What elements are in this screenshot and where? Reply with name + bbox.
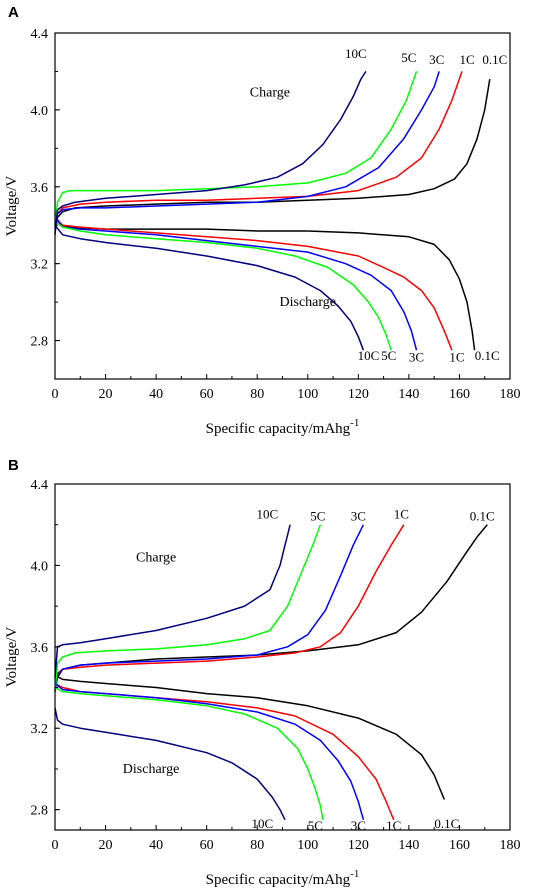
y-tick-label: 4.4 [31, 27, 49, 42]
discharge-label: Discharge [123, 762, 180, 777]
series-line-10C-discharge [54, 707, 286, 821]
x-tick-label: 40 [149, 838, 163, 853]
panel-label: A [8, 4, 19, 21]
x-tick-label: 0 [52, 838, 59, 853]
rate-label: 1C [459, 52, 474, 67]
series-line-10C-charge [54, 70, 367, 235]
rate-label: 10C [358, 348, 380, 363]
rate-label: 1C [394, 507, 409, 522]
rate-label: 0.1C [470, 509, 495, 524]
rate-label: 10C [251, 816, 273, 831]
charge-label: Charge [250, 85, 290, 100]
series-line-1C-charge [54, 71, 463, 226]
series-line-5C-discharge [54, 220, 392, 351]
x-tick-label: 20 [99, 838, 113, 853]
x-tick-label: 160 [449, 838, 470, 853]
y-tick-label: 4.0 [31, 104, 49, 119]
y-axis-title: Voltage/V [4, 176, 20, 237]
chart-panel-b: B 0 20 40 60 80 100 120 140 160 180 2.8 3.2 3.6 4.0 4.4… [4, 457, 521, 888]
rate-label: 3C [429, 52, 444, 67]
series-line-10C-charge [54, 524, 291, 678]
x-tick-label: 60 [200, 838, 214, 853]
x-tick-label: 0 [52, 387, 59, 402]
chart-panel-a: A 0 20 40 60 80 100 120 140 160 180 2.8 3.2 3.6 4.0 4.4… [4, 4, 521, 437]
series-line-01C-discharge [54, 674, 445, 800]
rate-label: 3C [351, 509, 366, 524]
y-tick-label: 3.2 [31, 258, 49, 273]
y-tick-label: 4.4 [31, 478, 49, 493]
rate-label: 3C [351, 818, 366, 833]
x-tick-label: 140 [398, 838, 419, 853]
rate-label: 5C [308, 818, 323, 833]
y-tick-label: 3.6 [31, 641, 49, 656]
x-axis-title-superscript: -1 [350, 868, 359, 880]
rate-label: 0.1C [482, 52, 507, 67]
series-line-10C-discharge [54, 224, 365, 351]
x-tick-label: 160 [449, 387, 470, 402]
x-tick-label: 120 [348, 387, 369, 402]
series-line-3C-charge [54, 524, 365, 692]
x-tick-label: 100 [297, 387, 318, 402]
x-tick-label: 80 [250, 838, 264, 853]
x-tick-label: 40 [149, 387, 163, 402]
x-axis-title-superscript: -1 [350, 417, 359, 429]
rate-label: 0.1C [475, 348, 500, 363]
series-line-5C-discharge [54, 686, 324, 820]
panel-label: B [8, 457, 19, 474]
y-tick-label: 3.2 [31, 722, 49, 737]
rate-label: 5C [310, 509, 325, 524]
series-line-01C-charge [54, 524, 488, 692]
x-tick-label: 20 [99, 387, 113, 402]
series-line-3C-charge [54, 71, 440, 226]
series-line-3C-discharge [54, 682, 365, 821]
rate-label: 10C [256, 507, 278, 522]
charge-label: Charge [136, 550, 176, 565]
x-tick-label: 140 [398, 387, 419, 402]
series-line-1C-discharge [54, 216, 453, 351]
x-tick-label: 180 [500, 838, 521, 853]
rate-label: 3C [409, 350, 424, 365]
series-line-5C-charge [54, 524, 322, 692]
y-tick-label: 2.8 [31, 335, 49, 350]
x-tick-label: 100 [297, 838, 318, 853]
x-axis-title: Specific capacity/mAhg-1 [206, 868, 360, 888]
rate-label: 5C [401, 50, 416, 65]
series-line-3C-discharge [54, 217, 418, 351]
rate-label: 0.1C [434, 816, 459, 831]
y-tick-label: 2.8 [31, 804, 49, 819]
x-tick-label: 120 [348, 838, 369, 853]
y-tick-label: 4.0 [31, 559, 49, 574]
rate-label: 10C [345, 46, 367, 61]
series-line-1C-discharge [54, 682, 395, 821]
x-tick-label: 80 [250, 387, 264, 402]
plot-frame [54, 483, 511, 831]
x-axis-title: Specific capacity/mAhg-1 [206, 417, 360, 437]
x-tick-label: 180 [500, 387, 521, 402]
x-tick-label: 60 [200, 387, 214, 402]
rate-label: 5C [381, 348, 396, 363]
rate-label: 1C [449, 350, 464, 365]
y-axis-title: Voltage/V [4, 627, 20, 688]
rate-label: 1C [386, 818, 401, 833]
series-line-5C-charge [54, 71, 418, 226]
y-tick-label: 3.6 [31, 181, 49, 196]
discharge-label: Discharge [280, 295, 337, 310]
